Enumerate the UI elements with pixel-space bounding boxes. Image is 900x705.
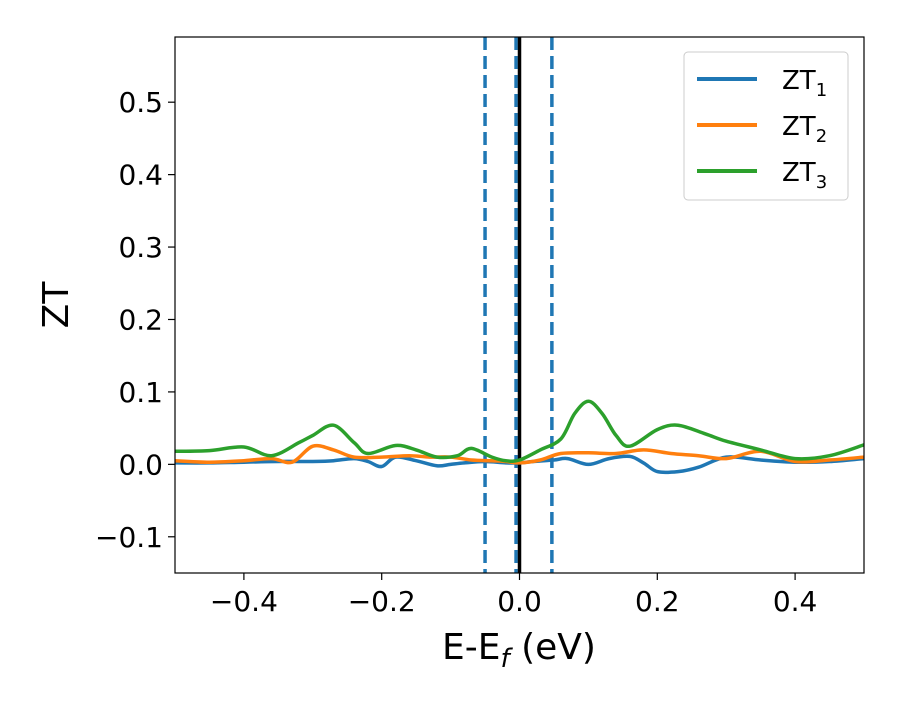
y-tick-label: 0.4: [118, 159, 163, 192]
y-tick-label: 0.0: [118, 448, 163, 481]
legend-entries: ZT1 ZT2 ZT3: [697, 66, 827, 193]
y-tick-label: 0.1: [118, 376, 163, 409]
y-tick-label: 0.2: [118, 303, 163, 336]
legend-label-zt3: ZT3: [782, 158, 827, 193]
legend: ZT1 ZT2 ZT3: [683, 51, 849, 201]
y-axis-ticks: −0.1 0.0 0.1 0.2 0.3 0.4 0.5: [95, 86, 175, 554]
series-lines: [175, 399, 864, 475]
y-tick-label: 0.5: [118, 86, 163, 119]
series-line-zt3: [175, 399, 864, 463]
x-tick-label: −0.2: [348, 585, 416, 618]
legend-label-zt2: ZT2: [782, 112, 827, 147]
x-tick-label: −0.4: [210, 585, 278, 618]
x-axis-label: E-Ef (eV): [442, 627, 596, 674]
x-tick-label: 0.2: [635, 585, 680, 618]
legend-box: [683, 51, 849, 201]
y-axis-label: ZT: [36, 281, 77, 329]
x-tick-label: 0.0: [497, 585, 542, 618]
x-tick-label: 0.4: [773, 585, 818, 618]
y-tick-label: −0.1: [95, 521, 163, 554]
vertical-reference-lines: [483, 37, 554, 573]
legend-label-zt1: ZT1: [782, 66, 827, 101]
x-axis-ticks: −0.4 −0.2 0.0 0.2 0.4: [210, 573, 817, 618]
y-tick-label: 0.3: [118, 231, 163, 264]
